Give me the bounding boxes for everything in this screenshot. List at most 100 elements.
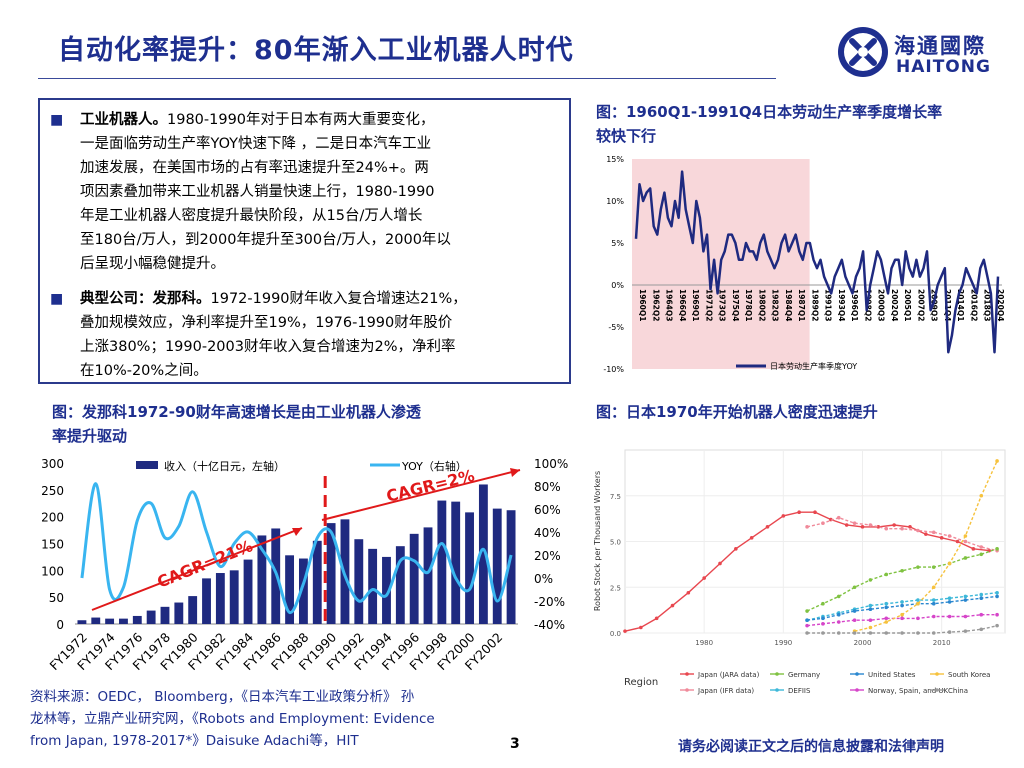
data-point bbox=[931, 565, 936, 569]
data-point bbox=[916, 616, 920, 621]
logo-text-cn: 海通國際 bbox=[894, 34, 986, 58]
y-axis-label: Robot Stock per Thousand Workers bbox=[593, 471, 602, 611]
legend-label: DEFIIS bbox=[788, 687, 811, 695]
legend-title: Region bbox=[624, 677, 658, 688]
source-line: from Japan, 1978-2017*》Daisuke Adachi等，H… bbox=[30, 733, 359, 749]
data-point bbox=[670, 603, 675, 608]
data-point bbox=[884, 605, 889, 610]
xtick-label: 1969Q1 bbox=[691, 289, 700, 321]
data-point bbox=[916, 601, 920, 606]
data-point bbox=[931, 530, 936, 535]
haitong-logo bbox=[838, 27, 888, 77]
data-point bbox=[821, 601, 825, 606]
xtick-label: 1964Q3 bbox=[665, 289, 674, 321]
data-point bbox=[916, 565, 920, 569]
xtick-label: 1980Q2 bbox=[757, 289, 766, 321]
data-point bbox=[765, 525, 770, 529]
y2tick-label: 0% bbox=[534, 572, 553, 586]
bar-revenue bbox=[132, 615, 142, 624]
data-point bbox=[836, 515, 841, 520]
logo-text-en: HAITONG bbox=[896, 57, 991, 77]
data-point bbox=[995, 623, 999, 628]
y2tick-label: 20% bbox=[534, 549, 561, 563]
data-point bbox=[718, 561, 722, 566]
haitong-logo-icon bbox=[838, 27, 888, 77]
data-point bbox=[836, 612, 841, 617]
data-point bbox=[979, 552, 984, 557]
data-point bbox=[805, 609, 809, 613]
bullet1-line: 加速发展，在美国市场的占有率迅速提升至24%+。两 bbox=[80, 160, 429, 176]
data-point bbox=[821, 631, 825, 635]
data-point bbox=[805, 623, 809, 628]
series-line-yoy bbox=[80, 482, 513, 614]
bullet-square-icon: ■ bbox=[50, 291, 64, 307]
summary-box bbox=[38, 98, 571, 384]
xtick-label: 2009Q3 bbox=[930, 289, 939, 321]
source-note: 资料来源：OEDC， Bloomberg，《日本汽车工业政策分析》 孙 龙林等，… bbox=[30, 686, 520, 752]
data-point bbox=[931, 598, 936, 602]
data-point bbox=[852, 609, 857, 613]
bar-revenue bbox=[202, 578, 211, 624]
xtick-label: 1993Q4 bbox=[837, 289, 846, 321]
data-point bbox=[686, 590, 691, 595]
data-point bbox=[900, 600, 904, 604]
source-line: 资料来源：OEDC， Bloomberg，《日本汽车工业政策分析》 孙 bbox=[30, 689, 415, 705]
data-point bbox=[868, 625, 873, 630]
bullet1-line: 项因素叠加带来工业机器人销量快速上行，1980-1990 bbox=[80, 184, 435, 200]
bar-revenue bbox=[312, 540, 322, 624]
bar-revenue bbox=[298, 558, 308, 624]
data-point bbox=[931, 601, 936, 606]
data-point bbox=[884, 620, 889, 624]
bullet-square-icon: ■ bbox=[50, 112, 64, 128]
bar-revenue bbox=[423, 527, 433, 624]
legend-point-marker bbox=[935, 672, 939, 676]
data-point bbox=[852, 631, 857, 635]
bar-revenue bbox=[354, 539, 364, 624]
ytick-label: 0% bbox=[611, 281, 624, 290]
data-point bbox=[979, 596, 984, 601]
data-point bbox=[995, 547, 999, 551]
xtick-label: 2018Q3 bbox=[983, 289, 992, 321]
data-point bbox=[916, 528, 920, 533]
xtick-label: 1962Q2 bbox=[651, 289, 660, 321]
legend-bar-marker bbox=[136, 461, 158, 469]
bar-revenue bbox=[506, 510, 516, 624]
data-point bbox=[900, 526, 904, 531]
ytick-label: 150 bbox=[41, 538, 64, 552]
bar-revenue bbox=[326, 523, 336, 624]
data-point bbox=[884, 526, 889, 531]
xtick-label: 2005Q1 bbox=[903, 289, 912, 321]
bar-revenue bbox=[215, 573, 225, 624]
data-point bbox=[900, 568, 904, 573]
data-point bbox=[908, 525, 912, 529]
legend-point-marker bbox=[775, 688, 779, 692]
ytick-label: -5% bbox=[608, 323, 624, 332]
data-point bbox=[963, 614, 968, 619]
data-point bbox=[868, 618, 873, 622]
data-point bbox=[868, 523, 873, 527]
data-point bbox=[979, 612, 984, 617]
cagr-arrow-2003 bbox=[321, 469, 521, 521]
ytick-label: 7.5 bbox=[610, 493, 621, 501]
data-point bbox=[821, 616, 825, 621]
legend-label: Germany bbox=[788, 671, 820, 679]
y2tick-label: 40% bbox=[534, 526, 561, 540]
data-point bbox=[947, 630, 952, 634]
legend-point-marker bbox=[855, 688, 859, 692]
bar-revenue bbox=[91, 617, 101, 624]
bar-revenue bbox=[174, 602, 184, 624]
xtick-label: 2000Q3 bbox=[877, 289, 886, 321]
cagr-arrowhead bbox=[510, 468, 520, 477]
bar-revenue bbox=[229, 570, 239, 624]
y2tick-label: -20% bbox=[534, 595, 565, 609]
data-point bbox=[979, 545, 984, 549]
data-point bbox=[963, 534, 968, 538]
xtick-label: 1982Q3 bbox=[771, 289, 780, 321]
data-point bbox=[836, 594, 841, 599]
xtick-label: 1960Q1 bbox=[638, 289, 647, 321]
data-point bbox=[884, 601, 889, 606]
data-point bbox=[797, 510, 801, 515]
data-point bbox=[931, 585, 936, 590]
data-point bbox=[931, 614, 936, 619]
data-point bbox=[995, 459, 999, 463]
